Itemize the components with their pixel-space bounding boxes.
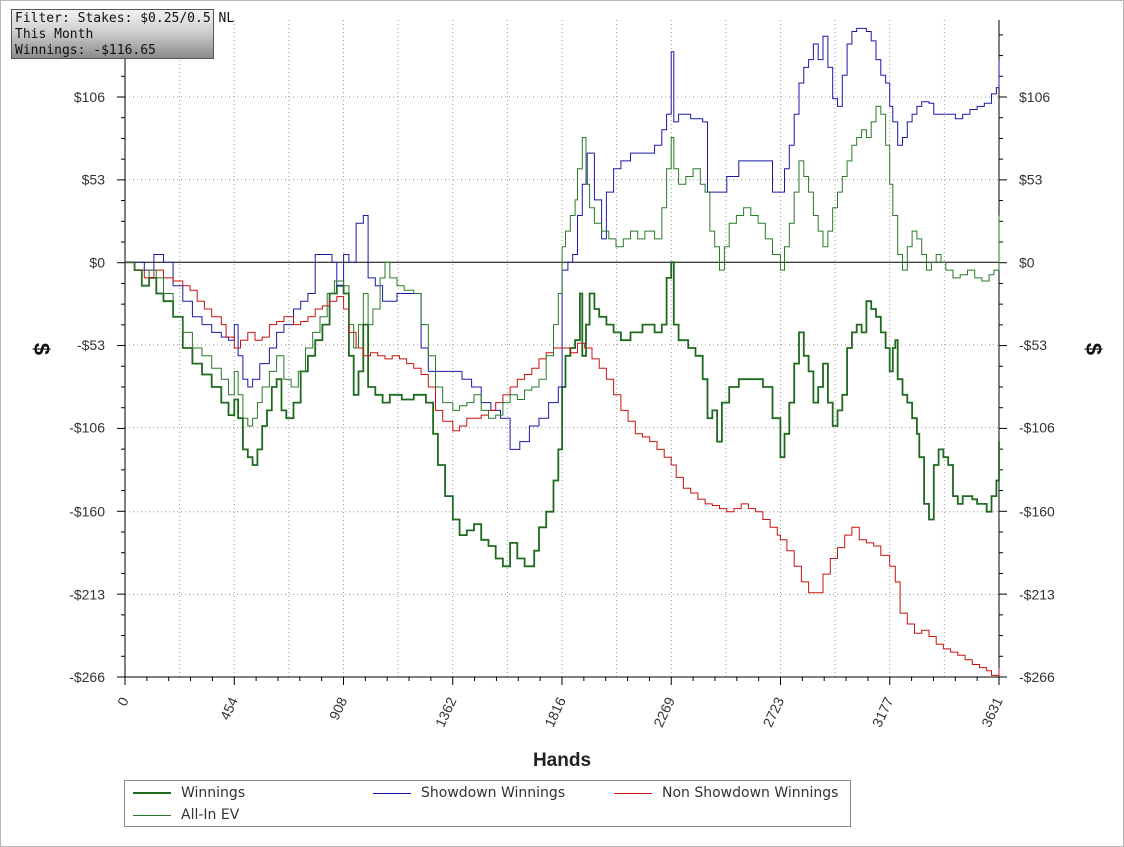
y-tick-label-left: $106 (74, 89, 105, 105)
y-tick-label-right: -$106 (1019, 420, 1055, 436)
y-axis-label-left: $ (29, 343, 54, 355)
y-tick-label-right: -$160 (1019, 504, 1055, 520)
legend-item-winnings: Winnings (133, 784, 245, 802)
filter-info-box: Filter: Stakes: $0.25/0.5 NL This Month … (11, 9, 235, 59)
y-tick-label-left: -$106 (69, 420, 105, 436)
y-tick-label-right: -$53 (1019, 337, 1047, 353)
legend-label-showdown: Showdown Winnings (421, 785, 566, 801)
y-tick-label-right: -$213 (1019, 586, 1055, 602)
series-line-winnings (125, 261, 1000, 568)
chart-legend: Winnings Showdown Winnings Non Showdown … (124, 780, 851, 827)
y-tick-label-left: -$213 (69, 586, 105, 602)
filter-winnings-text: Winnings: -$116.65 (15, 43, 156, 58)
filter-stakes-text: Filter: Stakes: $0.25/0.5 NL (15, 11, 235, 26)
x-tick-label: 454 (217, 694, 241, 722)
legend-label-winnings: Winnings (181, 785, 246, 801)
y-tick-label-right: $0 (1019, 254, 1035, 270)
x-tick-label: 0 (114, 694, 132, 708)
y-tick-label-left: $0 (89, 254, 105, 270)
x-tick-label: 3631 (978, 694, 1006, 729)
x-tick-label: 2723 (759, 694, 787, 729)
legend-swatch-showdown (373, 792, 411, 794)
series-line-allin-ev (125, 105, 1000, 427)
legend-swatch-allin-ev (133, 814, 171, 816)
y-axis-label-right: $ (1081, 343, 1106, 355)
x-axis-label: Hands (533, 750, 591, 771)
filter-period-text: This Month (15, 27, 94, 42)
y-tick-label-right: -$266 (1019, 669, 1055, 685)
x-tick-label: 908 (326, 694, 350, 722)
series-line-non-showdown (125, 261, 1000, 676)
legend-item-allin-ev: All-In EV (133, 806, 239, 824)
legend-swatch-non-showdown (614, 792, 652, 794)
series-line-showdown (125, 27, 1000, 450)
legend-item-showdown: Showdown Winnings (373, 784, 565, 802)
x-tick-label: 1816 (541, 694, 569, 729)
y-tick-label-right: $53 (1019, 172, 1043, 188)
y-tick-label-right: $106 (1019, 89, 1050, 105)
legend-item-non-showdown: Non Showdown Winnings (614, 784, 838, 802)
y-tick-label-left: -$53 (77, 337, 105, 353)
x-tick-label: 2269 (650, 694, 678, 729)
x-tick-label: 3177 (869, 694, 897, 729)
y-tick-label-left: -$266 (69, 669, 105, 685)
legend-swatch-winnings (133, 792, 171, 794)
y-tick-label-left: $53 (82, 172, 106, 188)
legend-label-allin-ev: All-In EV (181, 807, 240, 823)
y-tick-label-left: -$160 (69, 504, 105, 520)
legend-label-non-showdown: Non Showdown Winnings (662, 785, 839, 801)
x-tick-label: 1362 (432, 694, 460, 729)
series-group (125, 27, 1000, 676)
